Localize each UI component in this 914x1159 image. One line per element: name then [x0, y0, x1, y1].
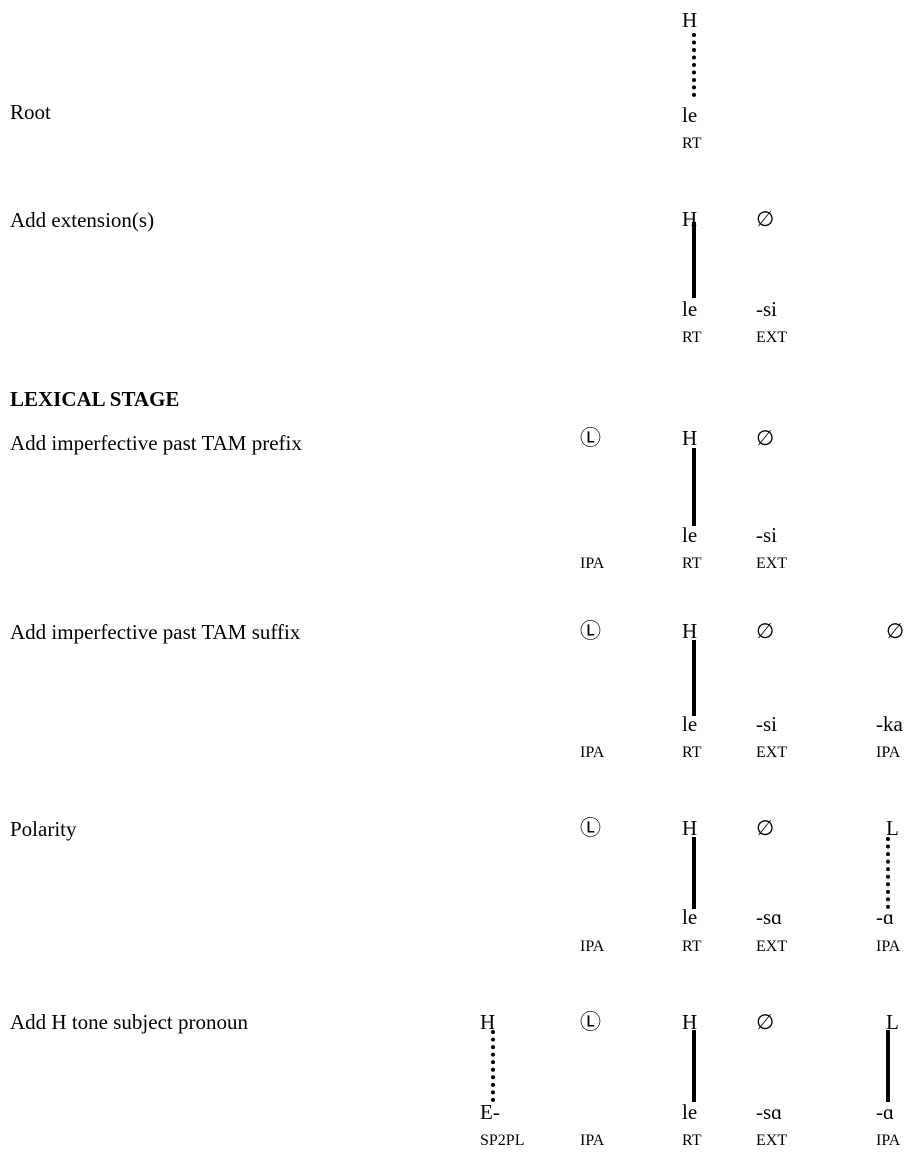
gloss-ext: EXT [756, 744, 788, 761]
gloss-rt: RT [682, 938, 702, 955]
tone-ext: ∅ [756, 426, 775, 450]
segment-rt: le [682, 523, 698, 547]
association-line-solid [692, 837, 696, 909]
row-label: Root [10, 100, 51, 124]
tone-rt: H [682, 8, 698, 32]
gloss-rt: RT [682, 555, 702, 572]
tone-rt: H [682, 816, 698, 840]
segment-ext: -sɑ [756, 905, 783, 929]
gloss-ext: EXT [756, 938, 788, 955]
segment-rt: le [682, 905, 698, 929]
segment-ext: -si [756, 712, 777, 736]
gloss-rt: RT [682, 1132, 702, 1149]
section-heading: LEXICAL STAGE [10, 387, 180, 411]
segment-ext: -si [756, 297, 777, 321]
tone-rt: H [682, 1010, 698, 1034]
tone-ipa2: ∅ [886, 619, 905, 643]
segment-rt: le [682, 1100, 698, 1124]
gloss-sp: SP2PL [480, 1132, 525, 1149]
tone-ext: ∅ [756, 816, 775, 840]
tone-ipa2: L [886, 816, 899, 840]
association-line-dotted [491, 1030, 495, 1102]
gloss-ext: EXT [756, 555, 788, 572]
association-line-dotted [886, 837, 890, 909]
segment-sp: E- [480, 1100, 500, 1124]
gloss-ipa2: IPA [876, 1132, 901, 1149]
tone-ipa1: Ⓛ [580, 426, 601, 450]
gloss-rt: RT [682, 329, 702, 346]
gloss-ipa1: IPA [580, 555, 605, 572]
tone-ext: ∅ [756, 207, 775, 231]
row-label: Add extension(s) [10, 208, 155, 232]
gloss-ipa1: IPA [580, 744, 605, 761]
segment-rt: le [682, 712, 698, 736]
tone-sp: H [480, 1010, 496, 1034]
segment-ipa2: -ka [876, 712, 903, 736]
tone-rt: H [682, 619, 698, 643]
row-label: Polarity [10, 817, 77, 841]
association-line-solid [692, 1030, 696, 1102]
segment-rt: le [682, 297, 698, 321]
segment-ext: -sɑ [756, 1100, 783, 1124]
gloss-ext: EXT [756, 1132, 788, 1149]
gloss-ext: EXT [756, 329, 788, 346]
tone-ipa2: L [886, 1010, 899, 1034]
tone-rt: H [682, 426, 698, 450]
tone-ext: ∅ [756, 1010, 775, 1034]
association-line-solid [692, 222, 696, 298]
segment-ipa2: -ɑ [876, 1100, 894, 1124]
row-label: Add H tone subject pronoun [10, 1010, 248, 1034]
gloss-rt: RT [682, 744, 702, 761]
segment-rt: le [682, 103, 698, 127]
tone-ext: ∅ [756, 619, 775, 643]
segment-ipa2: -ɑ [876, 905, 894, 929]
association-line-dotted [692, 33, 696, 97]
tone-ipa1: Ⓛ [580, 816, 601, 840]
association-line-solid [692, 640, 696, 716]
association-line-solid [886, 1030, 890, 1102]
row-label: Add imperfective past TAM prefix [10, 431, 302, 455]
segment-ext: -si [756, 523, 777, 547]
tone-ipa1: Ⓛ [580, 1010, 601, 1034]
gloss-ipa2: IPA [876, 744, 901, 761]
gloss-ipa1: IPA [580, 1132, 605, 1149]
row-label: Add imperfective past TAM suffix [10, 620, 301, 644]
gloss-ipa2: IPA [876, 938, 901, 955]
association-line-solid [692, 448, 696, 526]
gloss-rt: RT [682, 135, 702, 152]
gloss-ipa1: IPA [580, 938, 605, 955]
tone-ipa1: Ⓛ [580, 619, 601, 643]
